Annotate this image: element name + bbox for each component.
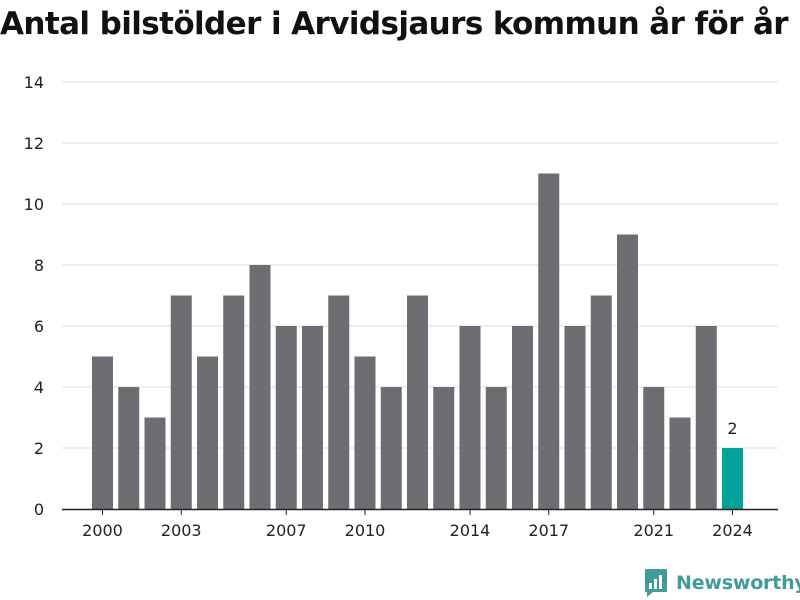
bar-highlight [722,448,743,509]
bar [144,417,166,509]
y-tick-label: 4 [34,378,44,397]
x-tick-label: 2003 [161,521,202,540]
bar [669,417,691,509]
y-tick-label: 10 [24,195,44,214]
bar [643,387,665,509]
chart-title: Antal bilstölder i Arvidsjaurs kommun år… [0,6,789,42]
bars [92,173,743,509]
bar [354,356,376,509]
x-tick-label: 2024 [712,521,753,540]
bar [197,356,218,509]
brand-name: Newsworthy [676,572,800,594]
bar [485,387,507,509]
bar [407,295,428,509]
data-label: 2 [727,419,737,438]
bar [275,326,297,509]
x-tick-label: 2017 [528,521,569,540]
y-tick-label: 0 [34,500,44,519]
x-tick-label: 2021 [633,521,674,540]
bar [118,387,140,509]
y-tick-label: 6 [34,317,44,336]
x-tick-label: 2000 [82,521,123,540]
bar [512,326,533,509]
x-axis-ticks: 2000 2003 2007 2010 2014 2017 2021 2024 [62,508,778,540]
bar [302,326,323,509]
bar [223,295,245,509]
bar-chart: 0 2 4 6 8 10 12 14 2000 2003 2007 2010 2014 2017 2021… [24,73,778,540]
y-tick-label: 8 [34,256,44,275]
x-tick-label: 2007 [266,521,307,540]
bar [380,387,402,509]
y-tick-label: 12 [24,134,44,153]
newsworthy-logo-icon [645,569,667,597]
y-tick-label: 14 [24,73,44,92]
bar [590,295,612,509]
x-tick-label: 2010 [345,521,386,540]
bar [92,356,113,509]
data-labels: 2 [727,419,737,438]
y-tick-label: 2 [34,439,44,458]
brand: Newsworthy [644,568,800,598]
bar [249,265,271,509]
bar [695,326,717,509]
bar [538,173,560,509]
x-tick-label: 2014 [450,521,491,540]
bar [170,295,192,509]
bar [564,326,586,509]
bar [328,295,350,509]
y-axis-ticks: 0 2 4 6 8 10 12 14 [24,73,44,519]
bar [459,326,481,509]
bar [617,234,638,509]
bar [433,387,455,509]
